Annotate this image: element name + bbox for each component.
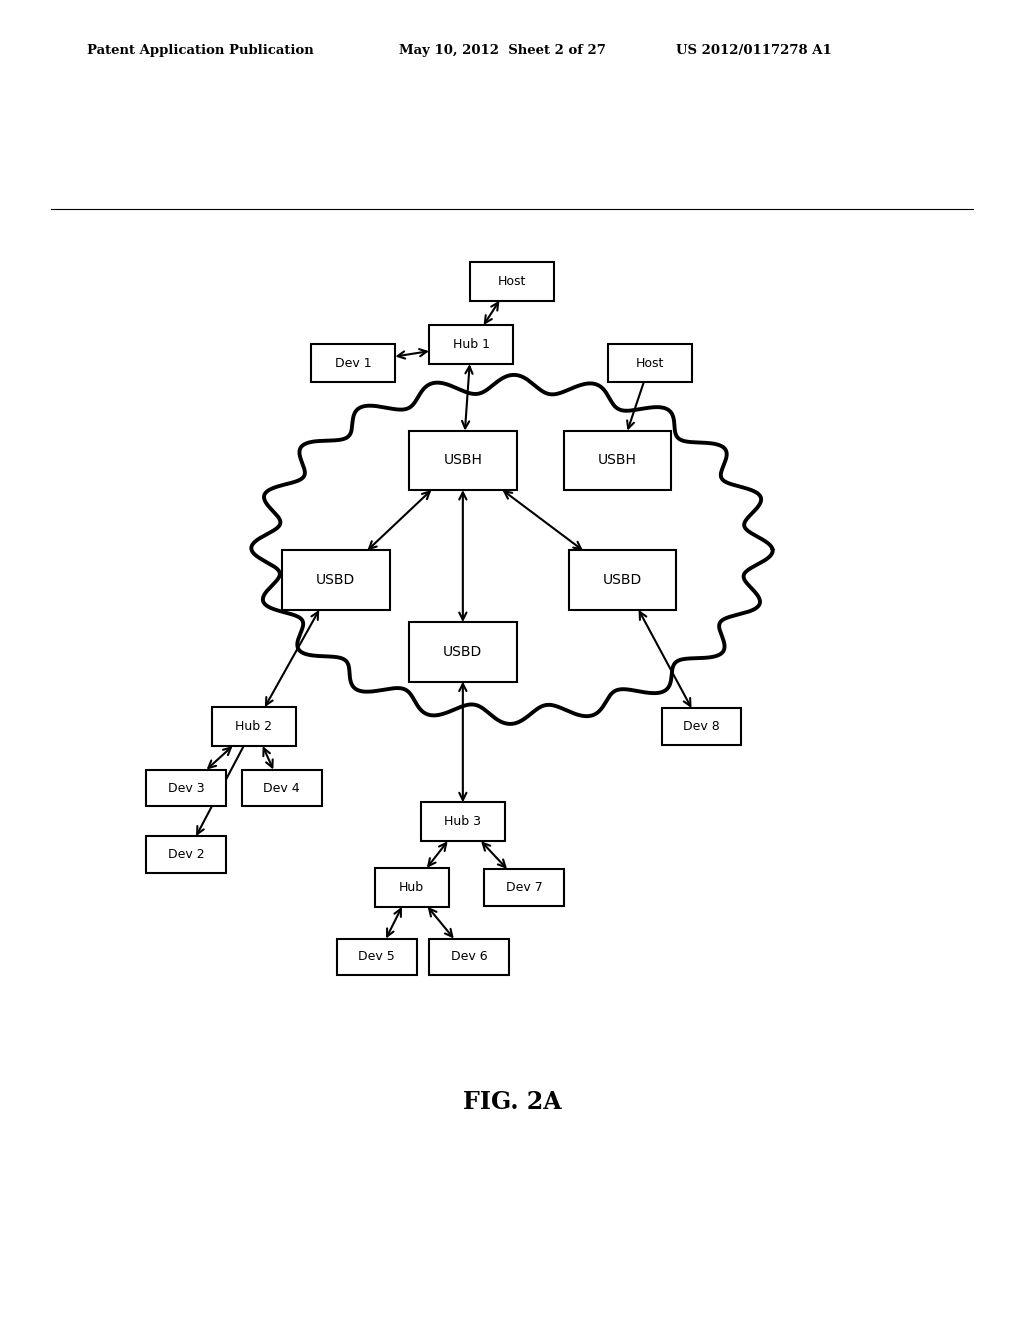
FancyBboxPatch shape xyxy=(484,869,564,906)
Text: Hub 2: Hub 2 xyxy=(236,721,272,733)
Text: USBH: USBH xyxy=(443,453,482,467)
FancyBboxPatch shape xyxy=(410,430,517,490)
Text: USBH: USBH xyxy=(598,453,637,467)
Text: USBD: USBD xyxy=(603,573,642,587)
Text: Dev 1: Dev 1 xyxy=(335,356,372,370)
Text: Dev 3: Dev 3 xyxy=(168,781,205,795)
FancyBboxPatch shape xyxy=(429,325,513,364)
FancyBboxPatch shape xyxy=(429,939,509,975)
Text: Dev 5: Dev 5 xyxy=(358,950,395,964)
FancyBboxPatch shape xyxy=(375,867,449,907)
FancyBboxPatch shape xyxy=(242,770,322,807)
Text: Dev 6: Dev 6 xyxy=(451,950,487,964)
Text: US 2012/0117278 A1: US 2012/0117278 A1 xyxy=(676,44,831,57)
FancyBboxPatch shape xyxy=(311,343,395,383)
Text: Hub: Hub xyxy=(399,880,424,894)
FancyBboxPatch shape xyxy=(146,836,226,873)
Text: Dev 2: Dev 2 xyxy=(168,847,205,861)
FancyBboxPatch shape xyxy=(146,770,226,807)
Text: Dev 8: Dev 8 xyxy=(683,721,720,733)
Text: USBD: USBD xyxy=(316,573,355,587)
Text: May 10, 2012  Sheet 2 of 27: May 10, 2012 Sheet 2 of 27 xyxy=(399,44,606,57)
Text: Patent Application Publication: Patent Application Publication xyxy=(87,44,313,57)
FancyBboxPatch shape xyxy=(410,622,517,681)
FancyBboxPatch shape xyxy=(569,550,676,610)
FancyBboxPatch shape xyxy=(421,803,505,841)
FancyBboxPatch shape xyxy=(337,939,417,975)
Text: FIG. 2A: FIG. 2A xyxy=(463,1090,561,1114)
FancyBboxPatch shape xyxy=(470,261,554,301)
FancyBboxPatch shape xyxy=(563,430,672,490)
Text: USBD: USBD xyxy=(443,644,482,659)
FancyBboxPatch shape xyxy=(662,708,741,744)
FancyBboxPatch shape xyxy=(212,708,296,746)
FancyBboxPatch shape xyxy=(608,343,692,383)
Text: Dev 4: Dev 4 xyxy=(263,781,300,795)
Text: Host: Host xyxy=(636,356,665,370)
FancyBboxPatch shape xyxy=(283,550,389,610)
Text: Hub 3: Hub 3 xyxy=(444,816,481,828)
Text: Hub 1: Hub 1 xyxy=(453,338,489,351)
Text: Host: Host xyxy=(498,275,526,288)
Text: Dev 7: Dev 7 xyxy=(506,880,543,894)
